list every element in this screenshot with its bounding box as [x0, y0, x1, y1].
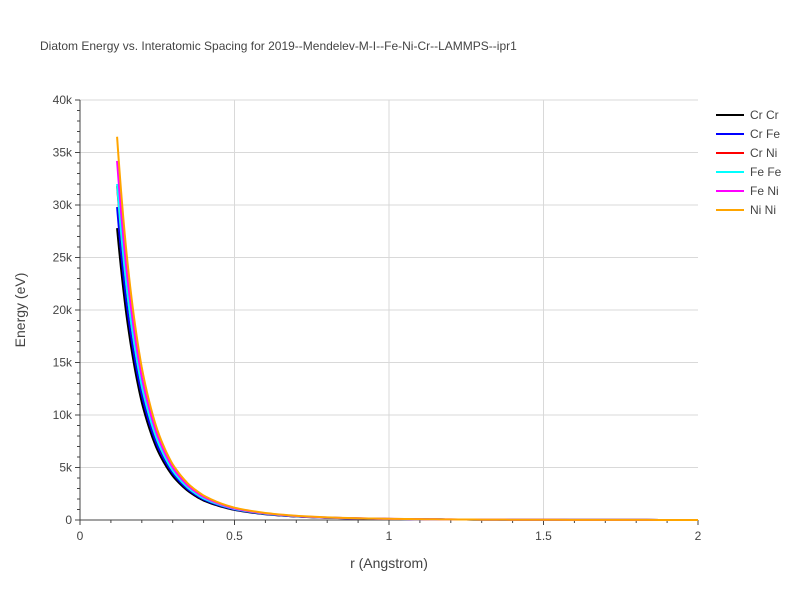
x-tick-label: 0 — [77, 529, 84, 543]
y-axis-label: Energy (eV) — [12, 273, 28, 348]
legend-item[interactable]: Cr Fe — [716, 127, 780, 141]
series-layer — [116, 136, 699, 521]
y-tick-label: 25k — [53, 251, 73, 265]
y-tick-label: 35k — [53, 146, 73, 160]
legend-item[interactable]: Cr Ni — [716, 146, 777, 160]
series-line-cr-ni — [116, 186, 699, 521]
x-axis-label: r (Angstrom) — [350, 555, 428, 571]
legend-label: Cr Cr — [750, 108, 779, 122]
grid-layer — [80, 99, 698, 520]
legend-item[interactable]: Cr Cr — [716, 108, 779, 122]
series-line-fe-fe — [116, 183, 699, 521]
chart-title: Diatom Energy vs. Interatomic Spacing fo… — [40, 39, 517, 53]
legend-label: Cr Fe — [750, 127, 780, 141]
series-line-fe-ni — [116, 160, 699, 521]
legend-label: Cr Ni — [750, 146, 777, 160]
x-tick-label: 1 — [386, 529, 393, 543]
legend-label: Fe Ni — [750, 184, 779, 198]
y-tick-label: 10k — [53, 408, 73, 422]
y-tick-label: 20k — [53, 303, 73, 317]
legend-label: Ni Ni — [750, 203, 776, 217]
legend[interactable]: Cr Cr Cr Fe Cr Ni Fe Fe Fe Ni Ni Ni — [716, 108, 782, 217]
y-tick-label: 30k — [53, 198, 73, 212]
y-tick-label: 15k — [53, 356, 73, 370]
axis-layer: 0 5k 10k 15k 20k 25k 30k 35k 40k 0 0.5 1 1.5 2 — [53, 93, 702, 543]
x-tick-label: 1.5 — [535, 529, 552, 543]
y-tick-label: 5k — [59, 461, 73, 475]
legend-item[interactable]: Ni Ni — [716, 203, 776, 217]
y-tick-label: 0 — [65, 513, 72, 527]
legend-item[interactable]: Fe Fe — [716, 165, 782, 179]
series-line-cr-fe — [116, 207, 699, 521]
series-line-ni-ni — [116, 136, 699, 521]
y-tick-label: 40k — [53, 93, 73, 107]
series-line-cr-cr — [116, 228, 699, 521]
legend-label: Fe Fe — [750, 165, 782, 179]
x-tick-label: 2 — [695, 529, 702, 543]
legend-item[interactable]: Fe Ni — [716, 184, 779, 198]
x-tick-label: 0.5 — [226, 529, 243, 543]
